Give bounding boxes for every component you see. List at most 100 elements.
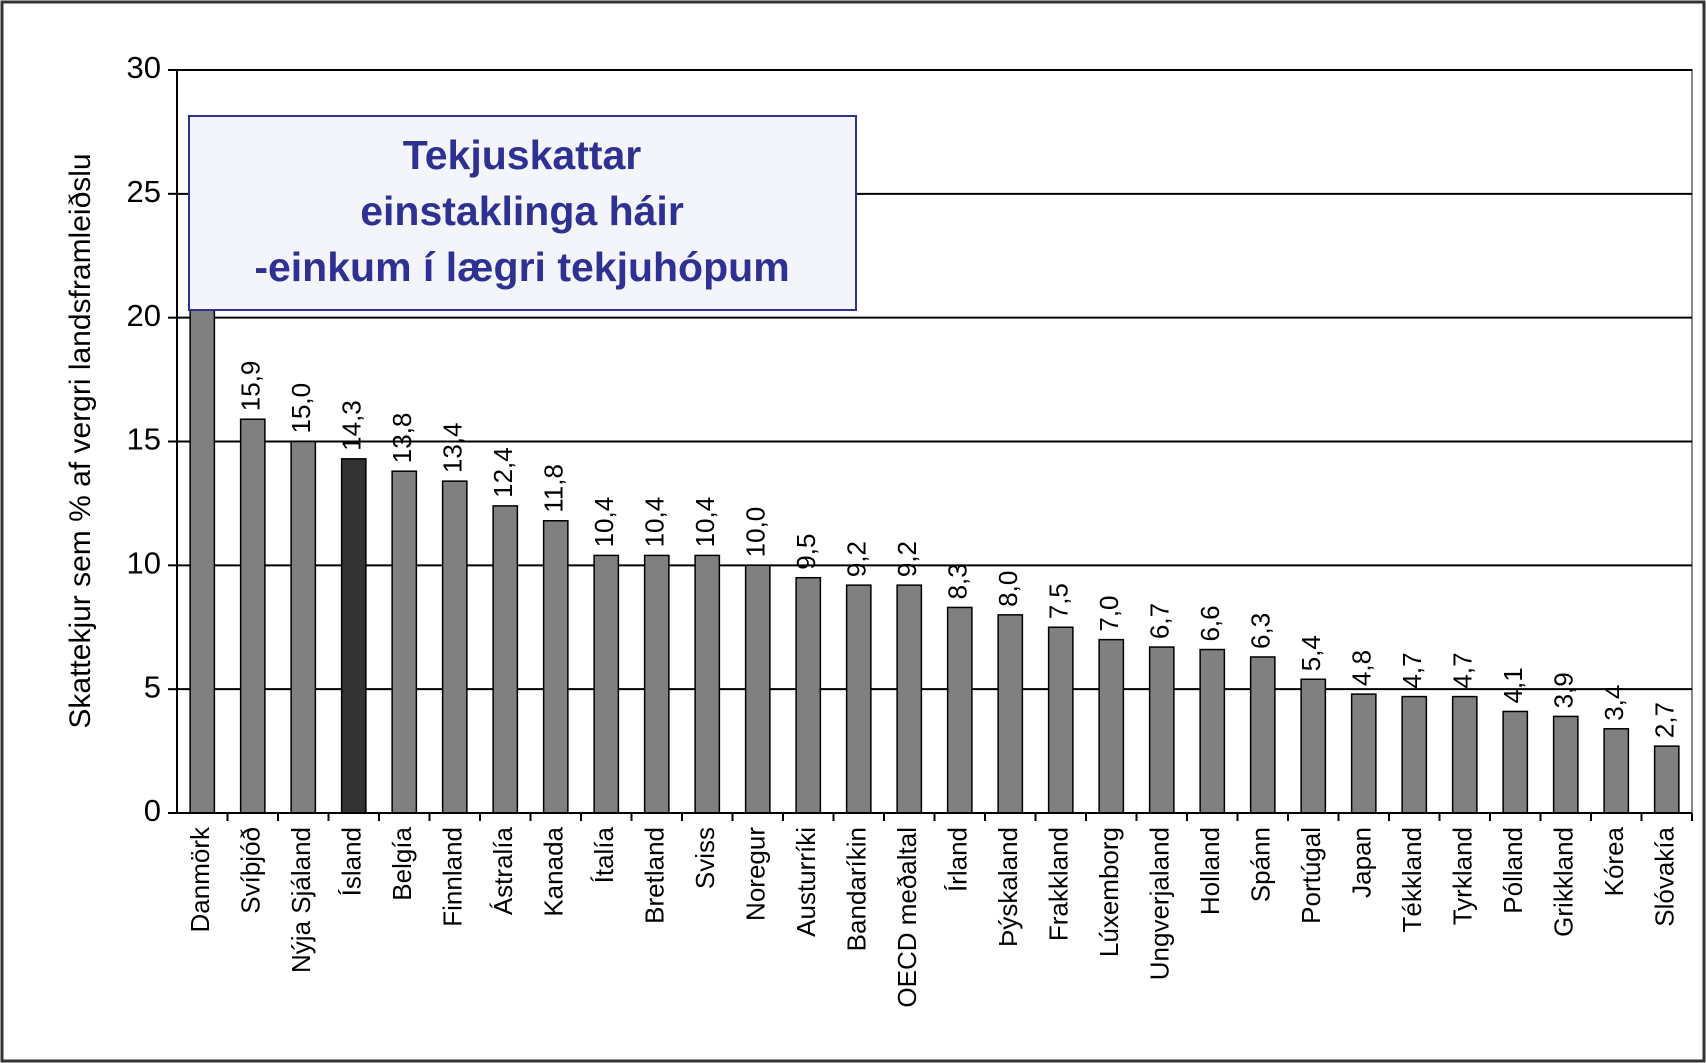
bar [1148,646,1175,814]
value-label: 8,3 [943,563,973,599]
y-tick-label: 15 [127,422,161,457]
value-label: 4,1 [1498,667,1528,703]
value-label: 15,0 [286,383,316,434]
value-label: 6,3 [1246,613,1276,649]
bar [1350,693,1377,814]
x-tick-label: Þýskaland [993,827,1023,947]
x-tick-label: Nýja Sjáland [286,827,316,973]
x-tick-label: Írland [943,827,973,892]
bar [1199,648,1226,814]
value-label: 6,6 [1195,605,1225,641]
bar [643,554,670,814]
value-label: 10,4 [690,497,720,548]
value-label: 11,8 [539,464,569,513]
x-tick-label: Finnland [438,827,468,927]
x-tick-label: OECD meðaltal [892,827,922,1008]
bar [340,458,367,814]
value-label: 10,0 [741,507,771,558]
value-label: 7,0 [1094,595,1124,631]
x-tick-label: Frakkland [1044,827,1074,941]
value-label: 3,9 [1549,672,1579,708]
y-tick-label: 30 [127,50,161,85]
y-tick-label: 5 [144,669,161,704]
value-label: 4,7 [1397,652,1427,688]
x-tick-label: Bandaríkin [842,827,872,951]
x-tick-label: Pólland [1498,827,1528,914]
y-tick-label: 20 [127,298,161,333]
annotation-text: Tekjuskattar [403,132,642,178]
value-label: 4,7 [1448,652,1478,688]
value-label: 5,4 [1296,635,1326,671]
bar [946,606,973,814]
bar [1401,695,1428,814]
bar [1300,678,1327,814]
x-tick-label: Lúxemborg [1094,827,1124,957]
x-tick-label: Japan [1347,827,1377,898]
y-tick-label: 10 [127,546,161,581]
value-label: 8,0 [993,571,1023,607]
bar [1098,638,1125,814]
x-tick-label: Slóvakía [1650,826,1680,926]
annotation-text: -einkum í lægri tekjuhópum [254,244,789,290]
x-tick-label: Spánn [1246,827,1276,902]
bar [1552,715,1579,814]
bar [744,564,771,814]
x-tick-label: Grikkland [1549,827,1579,937]
bar [694,554,721,814]
bar [492,505,519,814]
x-tick-label: Austurríki [791,827,821,937]
bar [441,480,468,814]
bar [845,584,872,814]
value-label: 13,4 [438,423,468,474]
x-tick-label: Holland [1195,827,1225,915]
value-label: 7,5 [1044,583,1074,619]
y-tick-label: 0 [144,793,161,828]
x-tick-label: Bretland [640,827,670,924]
x-tick-label: Noregur [741,827,771,921]
x-tick-label: Kórea [1599,826,1629,896]
bar [896,584,923,814]
bar [1502,710,1529,814]
x-tick-label: Ítalía [589,826,619,883]
value-label: 4,8 [1347,650,1377,686]
bar [997,614,1024,814]
y-tick-label: 25 [127,174,161,209]
x-tick-label: Tékkland [1397,827,1427,933]
x-tick-label: Belgía [387,826,417,900]
annotation-box [188,115,857,311]
bar [1249,656,1276,814]
x-tick-label: Danmörk [185,826,215,932]
value-label: 15,9 [236,361,266,412]
bar [593,554,620,814]
value-label: 12,4 [488,447,518,498]
value-label: 13,8 [387,413,417,464]
x-tick-label: Tyrkland [1448,827,1478,925]
bar [1603,728,1630,814]
bar [290,440,317,814]
value-label: 6,7 [1145,603,1175,639]
bar [391,470,418,814]
value-label: 10,4 [589,497,619,548]
bar [239,418,266,814]
x-tick-label: Portúgal [1296,827,1326,924]
value-label: 14,3 [337,400,367,451]
value-label: 3,4 [1599,685,1629,721]
value-label: 2,7 [1650,702,1680,738]
bar [1451,695,1478,814]
x-tick-label: Sviss [690,827,720,889]
y-axis-label: Skattekjur sem % af vergri landsframleið… [64,153,97,728]
x-tick-label: Ungverjaland [1145,827,1175,980]
value-label: 9,2 [842,541,872,577]
x-tick-label: Kanada [539,826,569,916]
annotation-text: einstaklinga háir [360,188,684,234]
bar [795,576,822,814]
value-label: 9,2 [892,541,922,577]
bar [542,520,569,814]
bar [1047,626,1074,814]
x-tick-label: Svíþjóð [236,827,266,914]
value-label: 10,4 [640,497,670,548]
x-tick-label: Ísland [337,827,367,896]
value-label: 9,5 [791,534,821,570]
bar [1653,745,1680,814]
